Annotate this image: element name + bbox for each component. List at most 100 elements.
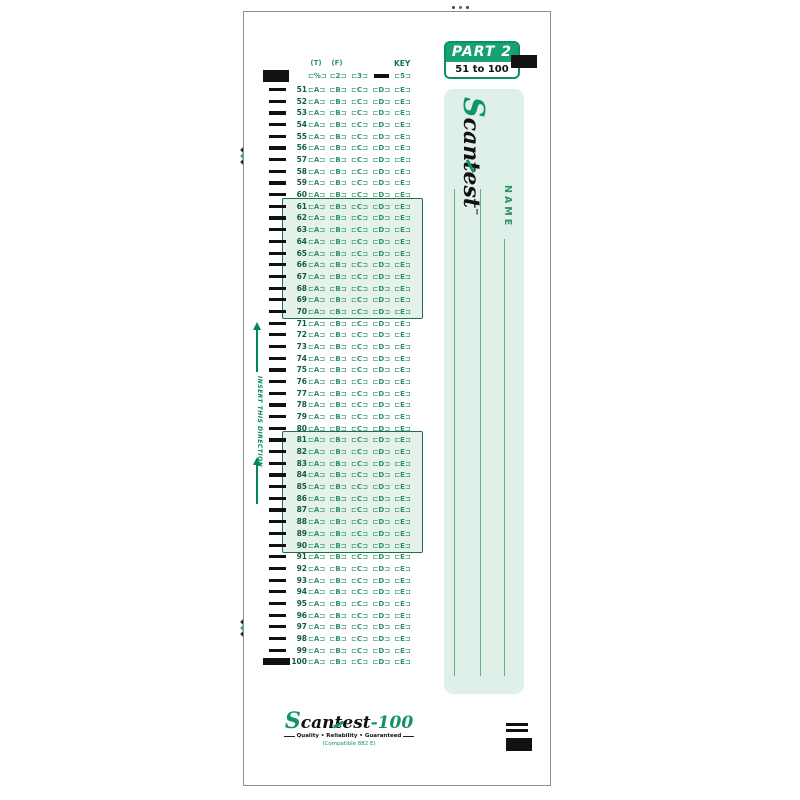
key-label: KEY bbox=[394, 59, 411, 68]
bubble-82-B: B bbox=[330, 447, 347, 457]
answer-row: 58ABCDE bbox=[244, 166, 550, 178]
bubble-81-B: B bbox=[330, 435, 347, 445]
row-number: 85 bbox=[296, 482, 307, 492]
bubble-56-E: E bbox=[394, 143, 411, 153]
timing-mark bbox=[269, 461, 286, 465]
bubble-90-E: E bbox=[394, 541, 411, 551]
answer-row: 94ABCDE bbox=[244, 586, 550, 598]
timing-mark bbox=[269, 531, 286, 536]
bubble-90-B: B bbox=[330, 541, 347, 551]
row-number: 92 bbox=[296, 563, 307, 573]
row-number: 57 bbox=[296, 155, 307, 165]
bubble-94-A: A bbox=[308, 587, 325, 597]
answer-row: 65ABCDE bbox=[244, 248, 550, 260]
answer-row: 90ABCDE bbox=[244, 540, 550, 552]
bubble-55-A: A bbox=[308, 132, 325, 142]
bubble-76-B: B bbox=[330, 377, 347, 387]
bubble-82-C: C bbox=[351, 447, 368, 457]
timing-mark bbox=[269, 508, 286, 512]
timing-mark bbox=[269, 391, 286, 395]
answer-row: 52ABCDE bbox=[244, 96, 550, 108]
timing-mark bbox=[269, 146, 286, 150]
answer-row: 83ABCDE bbox=[244, 458, 550, 470]
timing-mark bbox=[269, 309, 286, 314]
answer-row: 73ABCDE bbox=[244, 341, 550, 353]
bubble-79-A: A bbox=[308, 412, 325, 422]
row-number: 60 bbox=[296, 190, 307, 200]
timing-block bbox=[506, 738, 532, 751]
bubble-58-D: D bbox=[373, 167, 390, 177]
bubble-67-E: E bbox=[394, 272, 411, 282]
bubble-89-D: D bbox=[373, 529, 390, 539]
bubble-76-D: D bbox=[373, 377, 390, 387]
bubble-51-A: A bbox=[308, 85, 325, 95]
bubble-72-D: D bbox=[373, 330, 390, 340]
bubble-84-D: D bbox=[373, 470, 390, 480]
bubble-92-C: C bbox=[351, 564, 368, 574]
bubble-52-A: A bbox=[308, 97, 325, 107]
answer-row: 86ABCDE bbox=[244, 493, 550, 505]
bubble-79-D: D bbox=[373, 412, 390, 422]
bubble-58-A: A bbox=[308, 167, 325, 177]
bubble-59-C: C bbox=[351, 178, 368, 188]
key-bubble-5: 5 bbox=[394, 71, 411, 81]
name-write-line bbox=[504, 239, 505, 676]
timing-mark bbox=[269, 263, 286, 267]
bubble-96-B: B bbox=[330, 611, 347, 621]
timing-mark bbox=[269, 321, 286, 325]
bubble-96-E: E bbox=[394, 611, 411, 621]
bubble-87-B: B bbox=[330, 505, 347, 515]
bubble-68-B: B bbox=[330, 284, 347, 294]
timing-bar bbox=[506, 723, 528, 726]
bubble-93-A: A bbox=[308, 576, 325, 586]
bubble-85-C: C bbox=[351, 482, 368, 492]
bubble-84-E: E bbox=[394, 470, 411, 480]
timing-mark bbox=[263, 658, 290, 666]
bubble-57-A: A bbox=[308, 155, 325, 165]
row-number: 83 bbox=[296, 458, 307, 468]
bubble-100-E: E bbox=[394, 657, 411, 667]
bubble-57-E: E bbox=[394, 155, 411, 165]
bubble-63-A: A bbox=[308, 225, 325, 235]
bubble-96-D: D bbox=[373, 611, 390, 621]
timing-mark bbox=[269, 158, 286, 162]
bubble-59-E: E bbox=[394, 178, 411, 188]
timing-mark bbox=[269, 613, 286, 617]
bubble-96-C: C bbox=[351, 611, 368, 621]
row-number: 95 bbox=[296, 598, 307, 608]
bubble-59-A: A bbox=[308, 178, 325, 188]
bubble-88-C: C bbox=[351, 517, 368, 527]
bubble-76-C: C bbox=[351, 377, 368, 387]
bubble-54-D: D bbox=[373, 120, 390, 130]
bubble-82-A: A bbox=[308, 447, 325, 457]
bubble-61-D: D bbox=[373, 202, 390, 212]
logo-100: -100 bbox=[370, 713, 414, 733]
bubble-75-D: D bbox=[373, 365, 390, 375]
bubble-64-D: D bbox=[373, 237, 390, 247]
row-number: 71 bbox=[296, 318, 307, 328]
bubble-74-C: C bbox=[351, 354, 368, 364]
bubble-79-E: E bbox=[394, 412, 411, 422]
bubble-87-A: A bbox=[308, 505, 325, 515]
row-number: 70 bbox=[296, 306, 307, 316]
row-number: 100 bbox=[291, 657, 307, 667]
logo-slashed-t: t bbox=[334, 713, 343, 733]
bubble-79-C: C bbox=[351, 412, 368, 422]
bubble-65-C: C bbox=[351, 249, 368, 259]
key-bubble-3: 3 bbox=[351, 71, 368, 81]
answer-row: 62ABCDE bbox=[244, 212, 550, 224]
bubble-76-E: E bbox=[394, 377, 411, 387]
bubble-59-D: D bbox=[373, 178, 390, 188]
timing-mark bbox=[269, 578, 286, 582]
timing-mark bbox=[269, 403, 286, 407]
bubble-70-B: B bbox=[330, 307, 347, 317]
timing-mark bbox=[269, 636, 286, 641]
bubble-69-E: E bbox=[394, 295, 411, 305]
bubble-83-E: E bbox=[394, 459, 411, 469]
row-number: 63 bbox=[296, 225, 307, 235]
timing-mark bbox=[269, 204, 286, 208]
true-column-label: (T) bbox=[310, 59, 322, 67]
bubble-81-D: D bbox=[373, 435, 390, 445]
bubble-92-A: A bbox=[308, 564, 325, 574]
bubble-78-C: C bbox=[351, 400, 368, 410]
